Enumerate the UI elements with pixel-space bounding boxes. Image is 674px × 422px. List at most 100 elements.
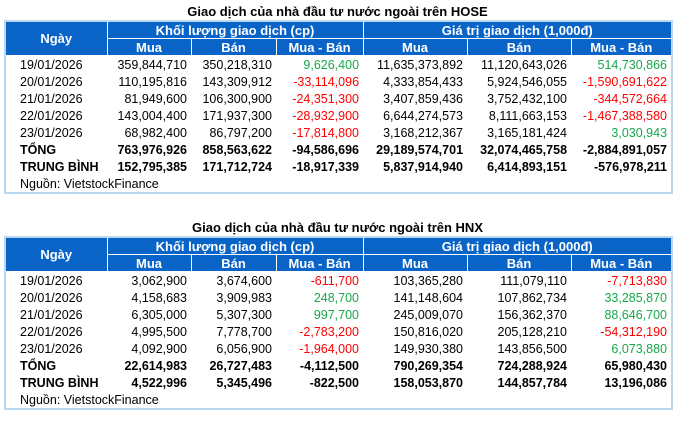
cell-col-3: 248,700	[313, 290, 360, 305]
cell-col-2: 3,909,983	[216, 290, 272, 305]
cell-col-0: 22/01/2026	[20, 108, 83, 123]
cell-col-6: -1,590,691,622	[582, 74, 668, 89]
cell-col-6: 13,196,086	[604, 375, 668, 390]
cell-col-3: -4,112,500	[299, 358, 360, 373]
cell-col-5: 3,165,181,424	[487, 125, 568, 140]
cell-col-3: -822,500	[309, 375, 360, 390]
cell-col-1: 152,795,385	[117, 159, 187, 174]
header-value-sell: Bán	[466, 254, 572, 272]
cell-col-4: 245,009,070	[393, 307, 464, 322]
cell-col-3: -2,783,200	[299, 324, 360, 339]
total-row: TỔNG 22,614,983 26,727,483 -4,112,500 790,26…	[5, 357, 672, 374]
header-value-buy: Mua	[362, 38, 468, 56]
cell-col-4: 141,148,604	[393, 290, 464, 305]
cell-col-6: 65,980,430	[604, 358, 668, 373]
cell-col-6: -344,572,664	[593, 91, 668, 106]
cell-col-4: 790,269,354	[393, 358, 464, 373]
header-value-buy: Mua	[362, 254, 468, 272]
cell-col-1: 4,158,683	[131, 290, 187, 305]
cell-col-2: 26,727,483	[209, 358, 272, 373]
cell-col-0: 20/01/2026	[20, 74, 83, 89]
header-volume-net: Mua - Bán	[275, 254, 364, 272]
average-row: TRUNG BÌNH 152,795,385 171,712,724 -18,917,…	[5, 158, 672, 175]
cell-col-3: -18,917,339	[292, 159, 360, 174]
table-title: Giao dịch của nhà đầu tư nước ngoài trên…	[192, 220, 483, 235]
cell-col-2: 171,712,724	[202, 159, 272, 174]
table-row: 23/01/2026 68,982,400 86,797,200 -17,814,80…	[5, 124, 672, 141]
cell-col-2: 3,674,600	[216, 273, 272, 288]
source-row: Nguồn: VietstockFinance	[5, 391, 672, 409]
cell-col-6: 514,730,866	[597, 57, 668, 72]
source-note: Nguồn: VietstockFinance	[20, 176, 159, 191]
cell-col-4: 103,365,280	[393, 273, 464, 288]
cell-col-2: 5,345,496	[216, 375, 272, 390]
table-row: 23/01/2026 4,092,900 6,056,900 -1,964,000 14…	[5, 340, 672, 357]
cell-col-4: 150,816,020	[393, 324, 464, 339]
table-block-1: Giao dịch của nhà đầu tư nước ngoài trên…	[4, 219, 674, 410]
cell-col-0: 19/01/2026	[20, 57, 83, 72]
cell-col-3: -28,932,900	[292, 108, 360, 123]
cell-col-4: 158,053,870	[393, 375, 464, 390]
header-value-net: Mua - Bán	[570, 254, 673, 272]
table-row: 22/01/2026 143,004,400 171,937,300 -28,932,…	[5, 107, 672, 124]
cell-col-5: 11,120,643,026	[481, 57, 568, 72]
cell-col-5: 205,128,210	[497, 324, 568, 339]
total-row: TỔNG 763,976,926 858,563,622 -94,586,696 29,…	[5, 141, 672, 158]
header-volume-sell: Bán	[190, 38, 277, 56]
table-title: Giao dịch của nhà đầu tư nước ngoài trên…	[187, 4, 488, 19]
cell-col-1: 110,195,816	[118, 74, 187, 89]
cell-col-4: 5,837,914,940	[383, 159, 464, 174]
cell-col-2: 6,056,900	[216, 341, 272, 356]
header-volume-net: Mua - Bán	[275, 38, 364, 56]
cell-col-1: 6,305,000	[131, 307, 187, 322]
foreign-trading-table: Ngày Khối lượng giao dịch (cp) Giá trị g…	[4, 236, 674, 410]
cell-col-3: -24,351,300	[292, 91, 360, 106]
cell-col-1: 81,949,600	[124, 91, 187, 106]
cell-col-5: 5,924,546,055	[487, 74, 568, 89]
header-row-2: Mua Bán Mua - Bán Mua Bán Mua - Bán	[5, 254, 673, 272]
header-volume: Khối lượng giao dịch (cp)	[106, 236, 364, 255]
cell-col-3: -33,114,096	[293, 74, 360, 89]
average-row: TRUNG BÌNH 4,522,996 5,345,496 -822,500 158,…	[5, 374, 672, 391]
cell-col-5: 111,079,110	[500, 273, 568, 288]
cell-col-1: 763,976,926	[117, 142, 187, 157]
cell-col-4: 11,635,373,892	[377, 57, 464, 72]
cell-col-4: 29,189,574,701	[376, 142, 464, 157]
cell-col-6: -54,312,190	[600, 324, 668, 339]
cell-col-0: TỔNG	[20, 142, 57, 157]
cell-col-0: 23/01/2026	[20, 341, 83, 356]
header-value: Giá trị giao dịch (1,000đ)	[362, 236, 673, 255]
header-volume-sell: Bán	[190, 254, 277, 272]
cell-col-0: 20/01/2026	[20, 290, 83, 305]
foreign-trading-table: Ngày Khối lượng giao dịch (cp) Giá trị g…	[4, 20, 674, 194]
header-date: Ngày	[4, 20, 108, 56]
cell-col-0: 21/01/2026	[20, 307, 83, 322]
cell-col-3: -1,964,000	[299, 341, 360, 356]
cell-col-5: 107,862,734	[497, 290, 568, 305]
cell-col-2: 5,307,300	[216, 307, 272, 322]
cell-col-5: 3,752,432,100	[487, 91, 568, 106]
header-value: Giá trị giao dịch (1,000đ)	[362, 20, 673, 39]
cell-col-6: 3,030,943	[611, 125, 668, 140]
cell-col-4: 149,930,380	[393, 341, 464, 356]
cell-col-4: 3,168,212,367	[383, 125, 464, 140]
cell-col-1: 3,062,900	[131, 273, 187, 288]
header-volume: Khối lượng giao dịch (cp)	[106, 20, 364, 39]
cell-col-3: -611,700	[310, 273, 360, 288]
table-row: 20/01/2026 4,158,683 3,909,983 248,700 141,1…	[5, 289, 672, 306]
cell-col-3: 997,700	[313, 307, 360, 322]
cell-col-5: 32,074,465,758	[480, 142, 568, 157]
cell-col-1: 4,092,900	[131, 341, 187, 356]
cell-col-1: 4,522,996	[131, 375, 187, 390]
cell-col-6: -7,713,830	[607, 273, 668, 288]
cell-col-1: 143,004,400	[117, 108, 187, 123]
cell-col-0: 22/01/2026	[20, 324, 83, 339]
cell-col-4: 6,644,274,573	[383, 108, 464, 123]
header-value-net: Mua - Bán	[570, 38, 673, 56]
header-date: Ngày	[4, 236, 108, 272]
cell-col-6: -2,884,891,057	[582, 142, 668, 157]
cell-col-5: 6,414,893,151	[487, 159, 568, 174]
cell-col-5: 724,288,924	[497, 358, 568, 373]
cell-col-2: 350,218,310	[202, 57, 272, 72]
source-row: Nguồn: VietstockFinance	[5, 175, 672, 193]
